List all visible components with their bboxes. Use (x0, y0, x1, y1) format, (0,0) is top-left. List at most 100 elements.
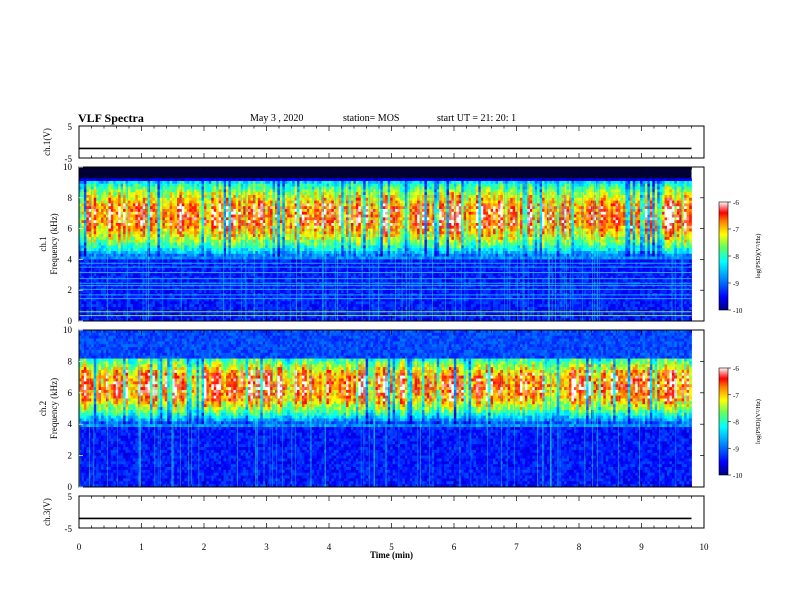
spectrogram-cell (625, 203, 629, 207)
spectrogram-cell (218, 200, 222, 204)
spectrogram-cell (250, 192, 254, 196)
spectrogram-cell (417, 183, 420, 187)
spectrogram-cell (101, 189, 104, 193)
spectrogram-cell (586, 200, 589, 204)
spectrogram-cell (458, 178, 462, 182)
spectrogram-cell (132, 195, 136, 199)
spectrogram-cell (657, 183, 661, 187)
spectrogram-cell (463, 178, 467, 182)
spectrogram-cell (341, 195, 344, 199)
spectrogram-cell (123, 183, 126, 187)
spectrogram-cell (328, 189, 332, 193)
spectrogram-cell (485, 223, 489, 227)
spectrogram-cell (309, 186, 313, 190)
spectrogram-cell (448, 211, 452, 215)
spectrogram-cell (600, 217, 604, 221)
spectrogram-cell (424, 183, 428, 187)
spectrogram-cell (358, 217, 362, 221)
spectrogram-cell (363, 214, 367, 218)
spectrogram-cell (539, 200, 543, 204)
spectrogram-cell (201, 211, 205, 215)
spectrogram-cell (478, 225, 482, 229)
spectrogram-cell (549, 217, 553, 221)
spectrogram-cell (228, 186, 232, 190)
spectrogram-cell (196, 183, 200, 187)
spectrogram-cell (654, 217, 658, 221)
spectrogram-cell (93, 195, 97, 199)
spectrogram-cell (130, 225, 134, 229)
spectrogram-cell (458, 228, 462, 232)
spectrogram-cell (226, 195, 229, 199)
spectrogram-cell (478, 192, 482, 196)
spectrogram-cell (662, 200, 665, 204)
spectrogram-cell (230, 181, 234, 185)
spectrogram-cell (674, 211, 678, 215)
spectrogram-cell (157, 211, 161, 215)
spectrogram-cell (493, 223, 496, 227)
spectrogram-cell (186, 197, 190, 201)
spectrogram-cell (208, 183, 212, 187)
spectrogram-cell (235, 186, 239, 190)
spectrogram-cell (91, 197, 95, 201)
spectrogram-cell (662, 223, 665, 227)
spectrogram-cell (355, 214, 359, 218)
spectrogram-cell (593, 220, 597, 224)
spectrogram-cell (390, 197, 393, 201)
spectrogram-cell (101, 200, 104, 204)
spectrogram-cell (559, 217, 563, 221)
spectrogram-cell (257, 203, 261, 207)
spectrogram-cell (189, 200, 193, 204)
spectrogram-cell (402, 178, 406, 182)
spectrogram-cell (142, 225, 146, 229)
spectrogram-cell (275, 186, 278, 190)
spectrogram-cell (213, 209, 217, 213)
spectrogram-cell (191, 200, 195, 204)
spectrogram-cell (559, 209, 563, 213)
spectrogram-cell (426, 220, 430, 224)
spectrogram-cell (123, 214, 126, 218)
spectrogram-cell (512, 195, 516, 199)
spectrogram-cell (314, 197, 318, 201)
spectrogram-cell (647, 209, 651, 213)
spectrogram-cell (473, 192, 477, 196)
spectrogram-cell (243, 178, 246, 182)
spectrogram-cell (534, 217, 538, 221)
spectrogram-cell (573, 181, 577, 185)
spectrogram-cell (551, 186, 555, 190)
spectrogram-cell (608, 217, 612, 221)
spectrogram-cell (292, 200, 295, 204)
spectrogram-cell (108, 223, 112, 227)
spectrogram-cell (532, 203, 536, 207)
spectrogram-cell (615, 217, 619, 221)
spectrogram-cell (520, 200, 523, 204)
spectrogram-cell (174, 206, 178, 210)
spectrogram-cell (436, 200, 440, 204)
spectrogram-cell (622, 197, 626, 201)
spectrogram-cell (529, 217, 533, 221)
spectrogram-cell (544, 206, 548, 210)
spectrogram-cell (277, 231, 281, 235)
spectrogram-cell (159, 214, 163, 218)
spectrogram-cell (583, 181, 587, 185)
spectrogram-cell (686, 200, 690, 204)
spectrogram-cell (142, 195, 146, 199)
spectrogram-cell (605, 206, 609, 210)
spectrogram-cell (248, 183, 251, 187)
spectrogram-cell (441, 206, 445, 210)
spectrogram-cell (152, 189, 156, 193)
spectrogram-cell (110, 183, 114, 187)
spectrogram-cell (267, 214, 271, 218)
spectrogram-cell (439, 206, 442, 210)
spectrogram-cell (159, 209, 163, 213)
spectrogram-cell (669, 183, 673, 187)
spectrogram-cell (434, 220, 438, 224)
spectrogram-cell (83, 195, 87, 199)
spectrogram-cell (79, 228, 82, 232)
spectrogram-cell (181, 189, 185, 193)
spectrogram-cell (583, 223, 587, 227)
spectrogram-cell (392, 192, 396, 196)
spectrogram-cell (544, 192, 548, 196)
spectrogram-cell (654, 206, 658, 210)
spectrogram-cell (177, 200, 180, 204)
spectrogram-cell (390, 186, 393, 190)
